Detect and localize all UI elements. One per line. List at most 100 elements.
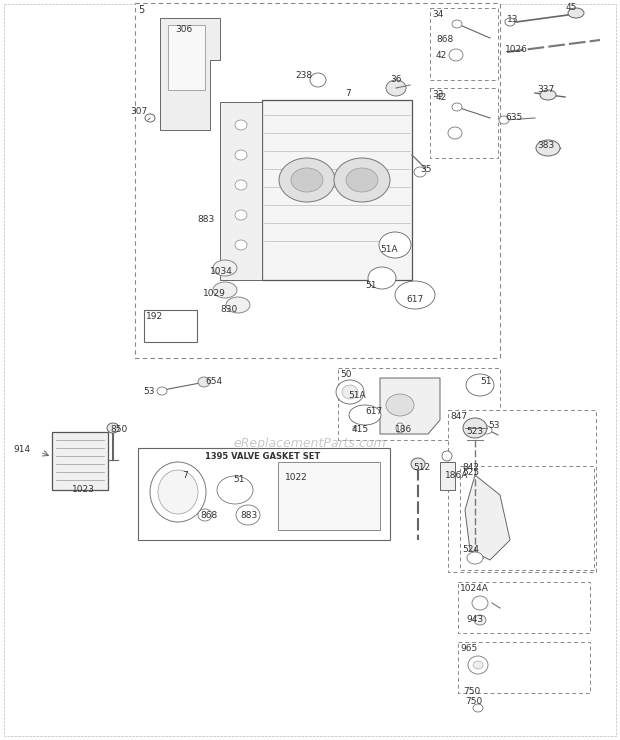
Text: 186: 186	[395, 425, 412, 434]
Text: 868: 868	[200, 511, 217, 519]
Bar	[144, 310, 197, 342]
Text: 1026: 1026	[505, 45, 528, 55]
Text: 34: 34	[432, 10, 443, 19]
Text: 850: 850	[110, 425, 127, 434]
Ellipse shape	[468, 656, 488, 674]
Text: 51: 51	[480, 377, 492, 386]
Ellipse shape	[395, 281, 435, 309]
Ellipse shape	[386, 80, 406, 96]
Bar	[458, 642, 590, 693]
Bar	[138, 448, 390, 540]
Ellipse shape	[536, 140, 560, 156]
Ellipse shape	[107, 423, 119, 433]
Ellipse shape	[505, 18, 515, 26]
Polygon shape	[465, 475, 510, 560]
Text: 965: 965	[460, 644, 477, 653]
Ellipse shape	[449, 49, 463, 61]
Ellipse shape	[235, 150, 247, 160]
Text: 1023: 1023	[72, 485, 95, 494]
Text: 883: 883	[240, 511, 257, 519]
Ellipse shape	[499, 116, 509, 124]
Text: 42: 42	[436, 93, 447, 103]
Ellipse shape	[346, 168, 378, 192]
Text: 186A: 186A	[445, 471, 468, 480]
Ellipse shape	[334, 158, 390, 202]
Text: 192: 192	[146, 312, 163, 321]
Ellipse shape	[213, 260, 237, 276]
Ellipse shape	[198, 377, 210, 387]
Text: 523: 523	[466, 428, 483, 437]
Text: 13: 13	[507, 16, 518, 24]
Bar	[440, 462, 455, 490]
Ellipse shape	[291, 168, 323, 192]
Ellipse shape	[158, 470, 198, 514]
Ellipse shape	[226, 297, 250, 313]
Ellipse shape	[466, 374, 494, 396]
Ellipse shape	[442, 451, 452, 461]
Bar	[338, 368, 500, 440]
Text: 51: 51	[233, 476, 244, 485]
Polygon shape	[380, 378, 440, 434]
Ellipse shape	[213, 282, 237, 298]
Ellipse shape	[198, 509, 212, 521]
Text: 525: 525	[462, 468, 479, 477]
Bar	[168, 25, 205, 90]
Ellipse shape	[217, 476, 253, 504]
Text: eReplacementParts.com: eReplacementParts.com	[234, 437, 386, 451]
Ellipse shape	[336, 380, 364, 404]
Ellipse shape	[452, 103, 462, 111]
Text: 45: 45	[566, 4, 577, 13]
Text: 42: 42	[436, 50, 447, 59]
Text: 524: 524	[462, 545, 479, 554]
Text: 7: 7	[182, 471, 188, 480]
Polygon shape	[160, 18, 220, 130]
Ellipse shape	[473, 704, 483, 712]
Text: 1024A: 1024A	[460, 584, 489, 593]
Text: 1034: 1034	[210, 267, 233, 277]
Ellipse shape	[145, 114, 155, 122]
Ellipse shape	[540, 90, 556, 100]
Text: 33: 33	[432, 90, 443, 99]
Bar	[278, 462, 380, 530]
Text: 5: 5	[138, 5, 144, 15]
Text: 51: 51	[365, 280, 376, 289]
Text: 53: 53	[143, 388, 155, 397]
Ellipse shape	[235, 210, 247, 220]
Ellipse shape	[342, 385, 358, 399]
Text: 914: 914	[13, 445, 30, 454]
Text: 36: 36	[390, 75, 402, 84]
Ellipse shape	[349, 405, 381, 425]
Bar	[135, 3, 500, 358]
Text: 635: 635	[505, 113, 522, 123]
Ellipse shape	[473, 661, 483, 669]
Text: 943: 943	[466, 616, 483, 625]
Text: 53: 53	[488, 422, 500, 431]
Text: 750: 750	[463, 687, 480, 696]
Text: 512: 512	[413, 463, 430, 473]
Text: 1022: 1022	[285, 474, 308, 482]
Text: 383: 383	[537, 141, 554, 149]
Text: 35: 35	[420, 166, 432, 175]
Text: 842: 842	[462, 463, 479, 473]
Text: 238: 238	[295, 70, 312, 79]
Text: 1395 VALVE GASKET SET: 1395 VALVE GASKET SET	[205, 452, 321, 461]
Text: 51A: 51A	[380, 246, 397, 255]
Ellipse shape	[310, 73, 326, 87]
Text: 617: 617	[365, 408, 383, 417]
Ellipse shape	[279, 158, 335, 202]
Ellipse shape	[482, 426, 492, 434]
Ellipse shape	[463, 418, 487, 438]
Ellipse shape	[568, 8, 584, 18]
Text: 307: 307	[131, 107, 148, 116]
Ellipse shape	[386, 394, 414, 416]
Text: 337: 337	[537, 86, 554, 95]
Text: 654: 654	[205, 377, 222, 386]
Bar	[262, 100, 412, 280]
Text: 847: 847	[450, 412, 467, 421]
Bar	[458, 582, 590, 633]
Bar	[430, 88, 498, 158]
Polygon shape	[220, 102, 262, 280]
Ellipse shape	[448, 127, 462, 139]
Ellipse shape	[235, 120, 247, 130]
Ellipse shape	[150, 462, 206, 522]
